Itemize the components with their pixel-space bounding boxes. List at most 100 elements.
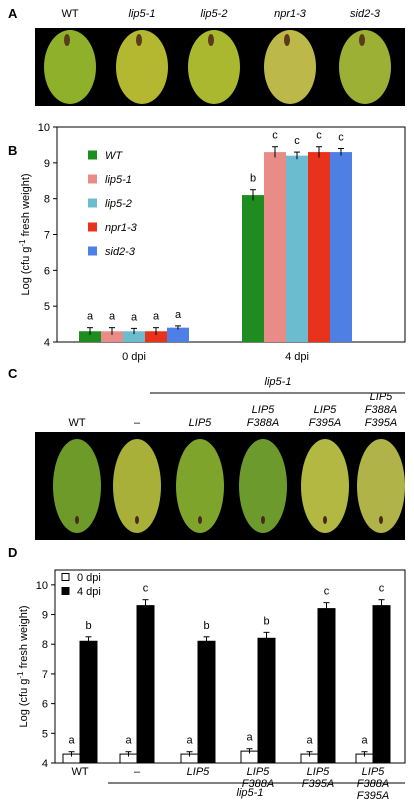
leaf-spot [359, 34, 365, 46]
x-tick-label: 4 dpi [285, 351, 309, 363]
group-label: lip5-1 [265, 376, 292, 388]
x-tick-label: F388A [242, 778, 274, 790]
x-tick-label: – [134, 766, 141, 778]
panel-label: B [8, 143, 17, 158]
bar [123, 331, 145, 342]
y-tick-label: 7 [42, 669, 48, 681]
bar [145, 331, 167, 342]
x-tick-label: LIP5 [307, 766, 331, 778]
y-tick-label: 8 [44, 194, 50, 206]
plot-frame [54, 569, 406, 764]
column-label: LIP5 [370, 391, 394, 403]
column-label: F388A [365, 404, 397, 416]
significance-letter: b [263, 615, 269, 627]
y-tick-label: 9 [44, 158, 50, 170]
bar [101, 331, 123, 342]
y-tick-label: 10 [38, 122, 50, 134]
legend-label: lip5-2 [105, 198, 132, 210]
y-tick-label: 9 [42, 610, 48, 622]
column-label: npr1-3 [274, 8, 307, 20]
significance-letter: c [272, 130, 278, 142]
column-label: lip5-2 [201, 8, 228, 20]
significance-letter: a [361, 735, 368, 747]
column-label: LIP5 [252, 404, 276, 416]
bar [317, 608, 336, 764]
significance-letter: a [87, 311, 94, 323]
y-tick-label: 4 [42, 758, 48, 770]
y-tick-label: 5 [44, 301, 50, 313]
bar [264, 152, 286, 342]
leaf [239, 439, 287, 533]
leaf [339, 30, 391, 104]
column-label: F395A [365, 417, 397, 429]
leaf [357, 439, 405, 533]
significance-letter: b [203, 620, 209, 632]
column-label: sid2-3 [350, 8, 381, 20]
panel-label: C [8, 366, 18, 381]
legend-label: npr1-3 [105, 222, 138, 234]
legend-label: WT [105, 150, 123, 162]
significance-letter: a [153, 311, 160, 323]
group-label: lip5-1 [237, 787, 264, 799]
column-label: lip5-1 [129, 8, 156, 20]
bar [308, 152, 330, 342]
leaf-spot [284, 34, 290, 46]
y-axis-label-part: fresh weight) [18, 605, 30, 671]
y-axis-label-part: -1 [16, 671, 25, 679]
significance-letter: a [186, 735, 193, 747]
leaf [44, 30, 96, 104]
significance-letter: b [250, 173, 256, 185]
bar [197, 640, 216, 764]
bar [286, 155, 308, 342]
x-tick-label: F395A [302, 778, 334, 790]
significance-letter: c [316, 130, 322, 142]
significance-letter: a [306, 735, 313, 747]
panel-label: D [8, 545, 17, 560]
y-tick-label: 7 [44, 230, 50, 242]
legend-label: 4 dpi [77, 586, 101, 598]
leaf [188, 30, 240, 104]
y-axis-label-part: fresh weight) [20, 173, 32, 239]
legend-swatch [88, 246, 97, 256]
y-tick-label: 6 [42, 699, 48, 711]
leaf-spot [136, 34, 142, 46]
x-tick-label: F395A [357, 790, 389, 800]
significance-letter: a [175, 309, 182, 321]
significance-letter: c [324, 586, 330, 598]
leaf-spot [323, 516, 327, 524]
column-label: – [134, 417, 141, 429]
column-label: F395A [309, 417, 341, 429]
y-axis-label: Log (cfu g-1 fresh weight) [16, 605, 31, 727]
significance-letter: a [109, 311, 116, 323]
bar [79, 331, 101, 342]
legend-swatch [61, 573, 70, 581]
legend-swatch [88, 150, 97, 160]
legend-swatch [61, 587, 70, 595]
x-tick-label: WT [71, 766, 88, 778]
y-tick-label: 6 [44, 265, 50, 277]
bar [257, 637, 276, 764]
bar [372, 605, 391, 764]
x-tick-label: LIP5 [187, 766, 211, 778]
y-axis-label-part: Log (cfu g [20, 247, 32, 296]
significance-letter: a [131, 311, 138, 323]
bar [330, 152, 352, 342]
column-label: WT [68, 417, 85, 429]
leaf-spot [261, 516, 265, 524]
significance-letter: b [85, 620, 91, 632]
x-tick-label: 0 dpi [122, 351, 146, 363]
column-label: WT [61, 8, 78, 20]
bar [79, 640, 98, 764]
leaf-spot [64, 34, 70, 46]
y-tick-label: 4 [44, 337, 50, 349]
column-label: LIP5 [189, 417, 213, 429]
leaf [176, 439, 224, 533]
x-tick-label: F388A [357, 778, 389, 790]
bar [167, 327, 189, 342]
y-tick-label: 10 [36, 580, 48, 592]
column-label: F388A [247, 417, 279, 429]
legend-label: lip5-1 [105, 174, 132, 186]
legend-label: 0 dpi [77, 572, 101, 584]
legend-swatch [88, 222, 97, 232]
